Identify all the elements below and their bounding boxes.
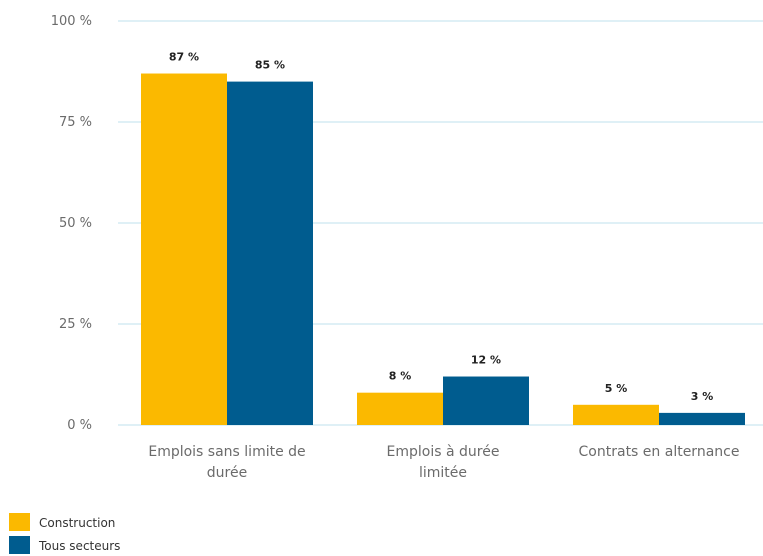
y-tick-label: 75 % <box>59 115 92 130</box>
data-label: 87 % <box>169 51 199 64</box>
legend-label: Construction <box>39 516 115 530</box>
data-label: 12 % <box>471 354 501 367</box>
bar <box>227 81 313 425</box>
data-label: 5 % <box>605 382 628 395</box>
data-label: 3 % <box>691 390 714 403</box>
y-tick-label: 50 % <box>59 216 92 231</box>
bar <box>573 404 659 425</box>
category-label: limitée <box>419 465 467 481</box>
legend-swatch <box>9 536 30 554</box>
legend-label: Tous secteurs <box>38 539 120 553</box>
legend-swatch <box>9 513 30 531</box>
y-axis-tick-labels: 0 % 25 % 50 % 75 % 100 % <box>51 14 92 433</box>
y-tick-label: 100 % <box>51 14 92 29</box>
bar <box>141 73 227 426</box>
bar <box>443 376 529 425</box>
category-label: Emplois sans limite de <box>148 444 305 460</box>
data-labels: 87 % 8 % 5 % 85 % 12 % 3 % <box>169 51 713 403</box>
bar <box>357 392 443 425</box>
y-tick-label: 25 % <box>59 317 92 332</box>
legend: Construction Tous secteurs <box>9 513 120 554</box>
category-label: durée <box>207 465 247 481</box>
x-axis-category-labels: Emplois sans limite de durée Emplois à dur… <box>148 444 739 481</box>
bars <box>141 73 745 426</box>
category-label: Emplois à durée <box>387 444 500 460</box>
bar <box>659 412 745 425</box>
y-tick-label: 0 % <box>67 418 92 433</box>
category-label: Contrats en alternance <box>579 444 740 460</box>
data-label: 8 % <box>389 370 412 383</box>
data-label: 85 % <box>255 59 285 72</box>
